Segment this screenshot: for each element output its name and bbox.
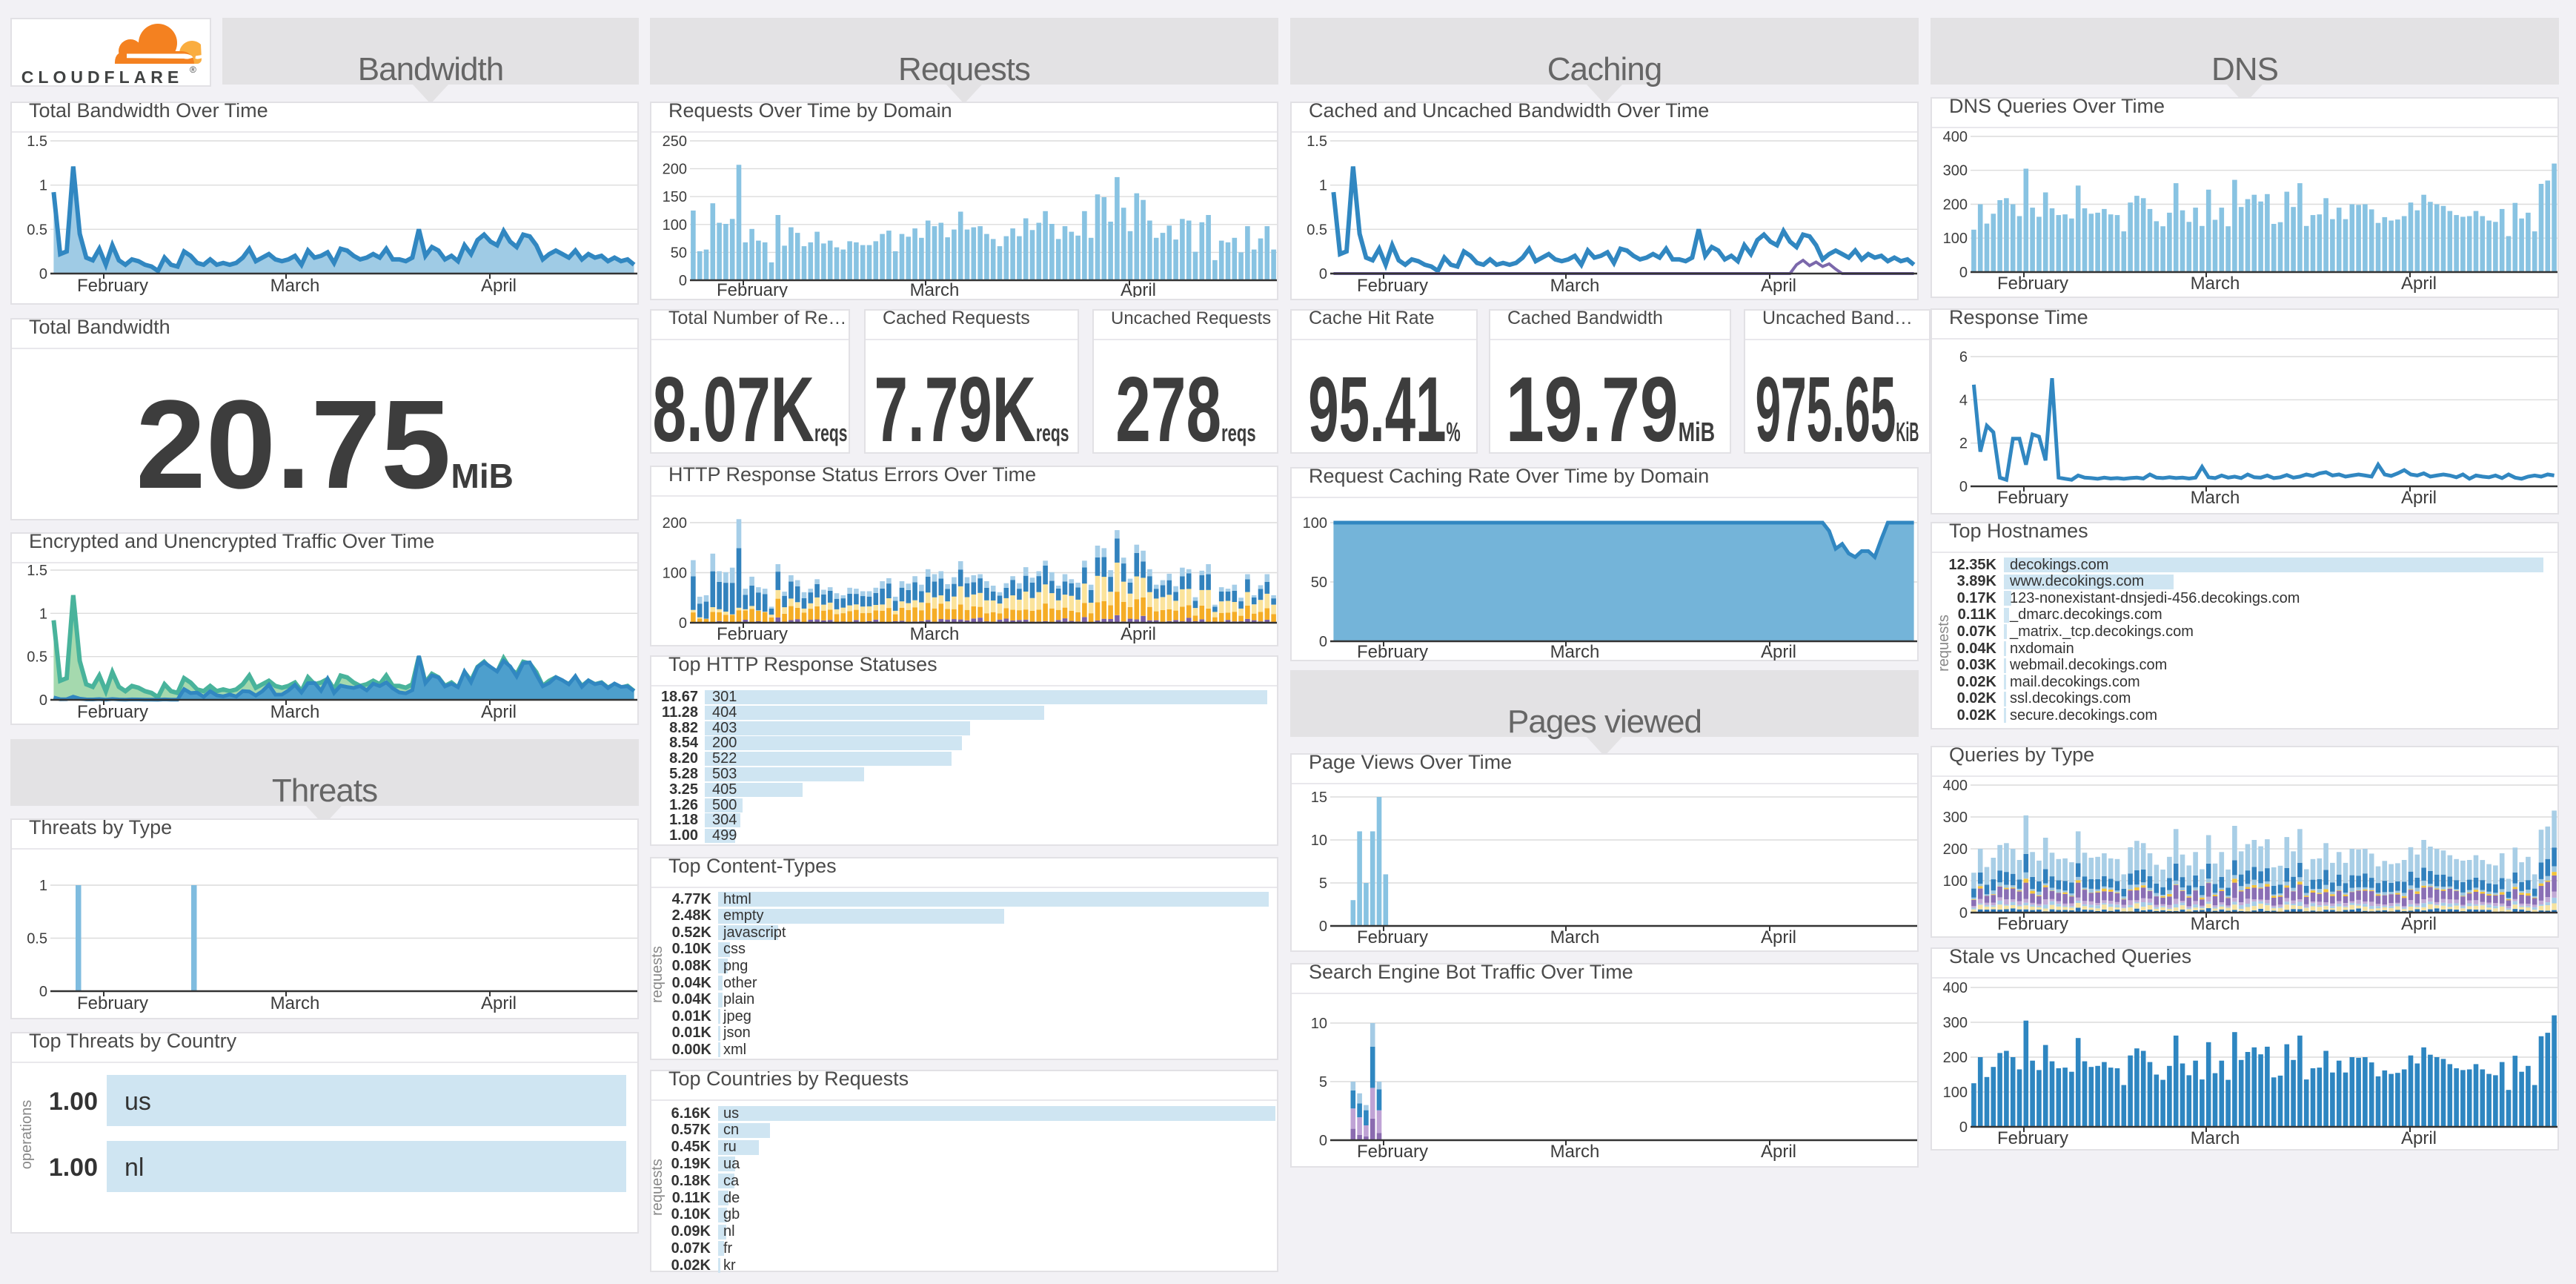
svg-text:February: February: [1997, 488, 2068, 508]
svg-text:250: 250: [663, 134, 687, 150]
svg-text:1: 1: [1319, 178, 1327, 194]
svg-text:400: 400: [1943, 778, 1968, 794]
svg-text:300: 300: [1943, 163, 1968, 179]
svg-text:February: February: [717, 624, 788, 643]
svg-text:300: 300: [1943, 1015, 1968, 1031]
svg-text:February: February: [77, 993, 148, 1013]
svg-text:February: February: [1357, 927, 1428, 947]
svg-text:6: 6: [1959, 349, 1968, 365]
svg-text:200: 200: [663, 515, 687, 532]
svg-text:5: 5: [1319, 876, 1327, 892]
svg-text:100: 100: [1943, 1085, 1968, 1101]
svg-text:February: February: [1997, 1128, 2068, 1148]
svg-text:0: 0: [39, 984, 47, 1000]
svg-text:150: 150: [663, 189, 687, 205]
svg-text:15: 15: [1311, 790, 1327, 806]
svg-text:5: 5: [1319, 1074, 1327, 1091]
svg-text:April: April: [1761, 1142, 1796, 1162]
svg-text:50: 50: [671, 245, 687, 261]
svg-text:100: 100: [1303, 515, 1327, 532]
svg-text:100: 100: [663, 217, 687, 234]
svg-text:April: April: [2401, 914, 2437, 934]
svg-text:February: February: [1357, 642, 1428, 661]
svg-text:March: March: [270, 276, 320, 296]
svg-text:®: ®: [190, 64, 196, 75]
svg-text:10: 10: [1311, 1016, 1327, 1032]
svg-text:0: 0: [1319, 266, 1327, 282]
svg-text:March: March: [1550, 927, 1600, 947]
svg-text:200: 200: [663, 162, 687, 178]
svg-text:April: April: [481, 993, 517, 1013]
svg-text:March: March: [1550, 1142, 1600, 1162]
svg-text:March: March: [2191, 488, 2240, 508]
svg-text:50: 50: [1311, 575, 1327, 591]
svg-text:400: 400: [1943, 130, 1968, 145]
svg-text:1.5: 1.5: [27, 565, 47, 579]
svg-text:0: 0: [1319, 919, 1327, 935]
svg-text:April: April: [2401, 488, 2437, 508]
svg-text:February: February: [1357, 1142, 1428, 1162]
svg-text:0: 0: [679, 615, 687, 632]
svg-text:March: March: [1550, 642, 1600, 661]
svg-text:April: April: [2401, 1128, 2437, 1148]
svg-text:2: 2: [1959, 436, 1968, 452]
svg-text:April: April: [481, 276, 517, 296]
svg-text:April: April: [1121, 624, 1156, 643]
svg-text:0: 0: [1319, 1133, 1327, 1149]
svg-text:0: 0: [1959, 1119, 1968, 1136]
svg-text:April: April: [1761, 642, 1796, 661]
svg-text:100: 100: [1943, 873, 1968, 890]
svg-text:March: March: [2191, 274, 2240, 294]
svg-text:200: 200: [1943, 841, 1968, 858]
svg-text:February: February: [1997, 914, 2068, 934]
svg-text:1: 1: [39, 878, 47, 894]
svg-text:April: April: [1761, 276, 1796, 296]
svg-text:200: 200: [1943, 1050, 1968, 1066]
svg-text:0.5: 0.5: [1307, 222, 1327, 238]
svg-text:0: 0: [1959, 905, 1968, 921]
svg-text:0: 0: [1319, 634, 1327, 650]
svg-text:February: February: [1997, 274, 2068, 294]
svg-text:February: February: [717, 280, 788, 297]
svg-text:400: 400: [1943, 980, 1968, 996]
svg-text:300: 300: [1943, 810, 1968, 826]
svg-text:1: 1: [39, 606, 47, 622]
svg-text:February: February: [77, 276, 148, 296]
svg-text:0: 0: [1959, 479, 1968, 495]
svg-text:0.5: 0.5: [27, 222, 47, 238]
svg-text:March: March: [1550, 276, 1600, 296]
svg-text:March: March: [270, 993, 320, 1013]
svg-text:10: 10: [1311, 833, 1327, 849]
svg-text:1.5: 1.5: [1307, 134, 1327, 150]
svg-text:April: April: [1121, 280, 1156, 297]
svg-text:0.5: 0.5: [27, 649, 47, 666]
svg-text:April: April: [1761, 927, 1796, 947]
svg-text:100: 100: [1943, 231, 1968, 247]
svg-text:0: 0: [39, 692, 47, 709]
svg-text:0.5: 0.5: [27, 931, 47, 947]
svg-text:200: 200: [1943, 197, 1968, 214]
svg-text:100: 100: [663, 566, 687, 582]
svg-text:CLOUDFLARE: CLOUDFLARE: [21, 67, 183, 85]
svg-text:0: 0: [39, 266, 47, 282]
svg-text:0: 0: [679, 273, 687, 289]
svg-text:4: 4: [1959, 392, 1968, 408]
svg-text:March: March: [910, 624, 960, 643]
svg-text:March: March: [910, 280, 960, 297]
svg-text:1: 1: [39, 178, 47, 194]
svg-text:February: February: [1357, 276, 1428, 296]
svg-text:April: April: [481, 702, 517, 722]
svg-text:February: February: [77, 702, 148, 722]
svg-text:April: April: [2401, 274, 2437, 294]
svg-text:1.5: 1.5: [27, 134, 47, 150]
svg-text:March: March: [270, 702, 320, 722]
svg-text:March: March: [2191, 1128, 2240, 1148]
svg-text:March: March: [2191, 914, 2240, 934]
svg-text:0: 0: [1959, 265, 1968, 281]
